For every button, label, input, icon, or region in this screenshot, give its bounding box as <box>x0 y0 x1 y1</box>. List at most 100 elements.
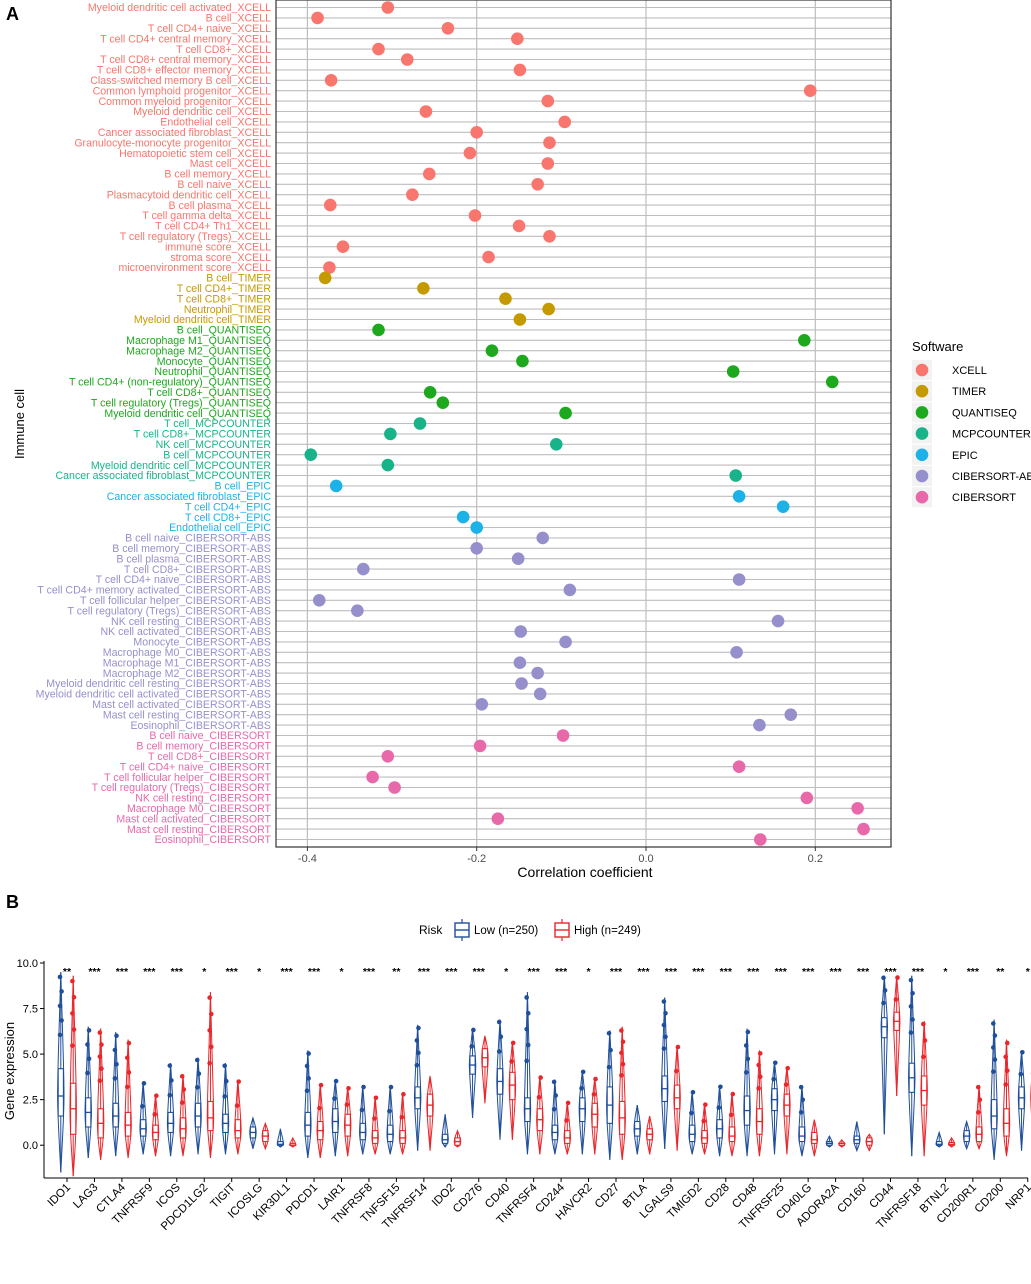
gene-tnfsf15-high-outlier <box>401 1091 406 1097</box>
sig-tnfrsf14: *** <box>418 966 431 978</box>
legend-label-cibersort-abs: CIBERSORT-ABS <box>952 471 1031 483</box>
point-myeloid-dendritic-cell-xcell <box>419 105 433 118</box>
gene-pdcd1lg2-high-outlier <box>208 1044 214 1050</box>
y-label-nk-cell-activated-cibersort-abs: NK cell activated_CIBERSORT-ABS <box>100 626 271 638</box>
gene-ctla4-high-box <box>124 1111 132 1137</box>
gene-tnfrsf14-low-outlier <box>414 1062 420 1068</box>
panel-a-y-axis-label: Immune cell <box>12 389 27 459</box>
point-t-cell-regulatory-tregs-cibersort <box>388 781 401 794</box>
point-macrophage-m0-cibersort-abs <box>730 646 743 659</box>
gene-tigit-high-outlier <box>234 1103 240 1108</box>
gene-tnfrsf18-low-outlier <box>910 990 915 996</box>
y-label-plasmacytoid-dendritic-cell-xcell: Plasmacytoid dendritic cell_XCELL <box>107 189 271 201</box>
point-b-cell-plasma-xcell <box>323 198 337 212</box>
gene-tnfrsf8-low-outlier <box>361 1084 366 1090</box>
gene-cd244-low-outlier <box>551 1106 557 1112</box>
y-label-t-cell-regulatory-tregs-cibersort: T cell regulatory (Tregs)_CIBERSORT <box>92 782 272 794</box>
y-label-common-myeloid-progenitor-xcell: Common myeloid progenitor_XCELL <box>98 96 271 108</box>
gene-cd200r1-high-outlier <box>975 1084 981 1090</box>
gene-icos-low-violin <box>166 1063 175 1157</box>
gene-pdcd1lg2-high-outlier <box>207 1060 212 1066</box>
point-b-cell-naive-cibersort-abs <box>536 531 550 545</box>
y-label-b-cell-naive-xcell: B cell naive_XCELL <box>177 179 271 191</box>
point-myeloid-dendritic-cell-timer <box>513 313 527 326</box>
gene-icos-high-box <box>179 1117 187 1139</box>
point-b-cell-naive-xcell <box>531 178 544 191</box>
point-macrophage-m2-quantiseq <box>485 344 499 358</box>
gene-pdcd1lg2-low-outlier <box>194 1057 200 1063</box>
gene-lgals9-low-outlier <box>663 1010 668 1016</box>
x-label-cd28: CD28 <box>703 1182 732 1211</box>
point-myeloid-dendritic-cell-resting-cibersort-abs <box>515 677 528 690</box>
y-label-hematopoietic-stem-cell-xcell: Hematopoietic stem cell_XCELL <box>119 148 271 160</box>
y-label-myeloid-dendritic-cell-timer: Myeloid dendritic cell_TIMER <box>134 314 272 326</box>
gene-lgals9-low-outlier <box>663 1034 668 1040</box>
point-t-cell-cd4-naive-xcell <box>441 22 455 35</box>
y-label-nk-cell-resting-cibersort-abs: NK cell resting_CIBERSORT-ABS <box>111 616 271 628</box>
gene-ctla4-low-outlier <box>112 1047 118 1053</box>
panel-a-legend: Software XCELL TIMER QUANTISEQ MCPCOUNTER EPI… <box>912 339 1031 508</box>
gene-cd40-low-outlier <box>496 1019 502 1025</box>
legend-dot-quantiseq <box>915 406 929 419</box>
gene-tnfrsf8-low-outlier <box>359 1107 365 1113</box>
y-label-neutrophil-timer: Neutrophil_TIMER <box>184 304 271 316</box>
x-label-cd200: CD200 <box>973 1182 1007 1216</box>
gene-cd27-low-outlier <box>606 1064 612 1070</box>
gene-cd200-high-outlier <box>1005 1040 1010 1046</box>
y-label-macrophage-m2-quantiseq: Macrophage M2_QUANTISEQ <box>126 345 271 357</box>
y-label-monocyte-cibersort-abs: Monocyte_CIBERSORT-ABS <box>133 637 271 649</box>
gene-ido1-high-outlier <box>70 1043 75 1048</box>
gene-cd40-low-outlier <box>498 1034 504 1040</box>
gene-tnfrsf18-low-outlier <box>910 1017 915 1022</box>
point-mast-cell-xcell <box>541 157 555 170</box>
gene-cd48-low-outlier <box>743 1070 749 1075</box>
sig-cd276: *** <box>473 966 486 978</box>
panel-a-label: A <box>6 4 19 24</box>
gene-cd40-high-outlier <box>510 1040 516 1046</box>
gene-icos-high-outlier <box>179 1100 185 1105</box>
point-t-cell-follicular-helper-cibersort-abs <box>312 594 326 607</box>
gene-lair1-low-outlier <box>333 1078 339 1084</box>
y-label-t-cell-follicular-helper-cibersort: T cell follicular helper_CIBERSORT <box>104 772 271 784</box>
y-label-myeloid-dendritic-cell-activated-cibersort-abs: Myeloid dendritic cell activated_CIBERSO… <box>36 689 271 701</box>
y-tick-label: 10.0 <box>17 958 38 970</box>
point-t-cell-cd8-timer <box>499 292 512 306</box>
gene-ido1-high-outlier <box>70 1011 75 1016</box>
legend-label-low: Low (n=250) <box>474 925 538 937</box>
point-b-cell-memory-cibersort-abs <box>470 542 484 555</box>
y-label-monocyte-quantiseq: Monocyte_QUANTISEQ <box>157 356 271 368</box>
y-label-myeloid-dendritic-cell-resting-cibersort-abs: Myeloid dendritic cell resting_CIBERSORT… <box>46 678 271 690</box>
x-label-nrp1: NRP1 <box>1004 1182 1031 1212</box>
y-label-b-cell-memory-cibersort: B cell memory_CIBERSORT <box>136 741 271 753</box>
y-label-mast-cell-resting-cibersort: Mast cell resting_CIBERSORT <box>127 824 272 836</box>
gene-lag3-low-violin <box>84 1026 92 1159</box>
gene-tnfrsf9-low-box <box>140 1119 147 1137</box>
y-label-eosinophil-cibersort-abs: Eosinophil_CIBERSORT-ABS <box>130 720 271 732</box>
y-label-t-cell-mcpcounter: T cell_MCPCOUNTER <box>164 418 271 430</box>
gene-cd276-low-outlier <box>469 1044 475 1049</box>
sig-tigit: *** <box>226 966 239 978</box>
gene-cd200-high-outlier <box>1003 1054 1008 1060</box>
gene-cd44-low-box <box>881 1017 888 1039</box>
y-label-t-cell-cd4-th1-xcell: T cell CD4+ Th1_XCELL <box>155 221 271 233</box>
gene-tnfrsf14-low-violin <box>413 1024 422 1151</box>
gene-cd40-low-outlier <box>496 1049 502 1054</box>
point-t-cell-cd8-xcell <box>372 42 385 56</box>
gene-havcr2-high-outlier <box>591 1092 597 1097</box>
point-t-cell-cd8-quantiseq <box>423 386 437 399</box>
y-label-nk-cell-resting-cibersort: NK cell resting_CIBERSORT <box>135 793 271 805</box>
y-tick-label: 5.0 <box>23 1049 38 1061</box>
sig-tnfrsf4: *** <box>528 966 541 978</box>
y-label-t-cell-cd8-quantiseq: T cell CD8+_QUANTISEQ <box>147 387 271 399</box>
gene-tnfrsf18-low-violin <box>908 975 916 1157</box>
point-endothelial-cell-epic <box>470 521 484 534</box>
y-tick-label: 7.5 <box>23 1004 38 1016</box>
y-label-t-cell-cd4-naive-xcell: T cell CD4+ naive_XCELL <box>148 23 271 35</box>
point-immune-score-xcell <box>336 240 350 253</box>
legend-label-mcpcounter: MCPCOUNTER <box>952 429 1031 441</box>
point-macrophage-m1-cibersort-abs <box>513 656 527 669</box>
panel-a-gridlines <box>276 0 891 847</box>
gene-cd40lg-high-box <box>811 1131 818 1144</box>
gene-havcr2-low-box <box>579 1097 586 1123</box>
x-tick-label: -0.4 <box>298 853 317 865</box>
